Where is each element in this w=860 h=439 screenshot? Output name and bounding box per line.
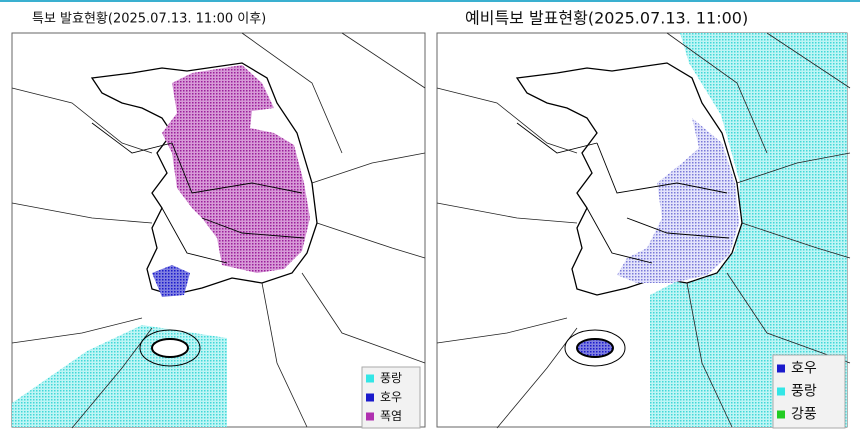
jeju-island — [576, 338, 614, 358]
sea-zone-line — [436, 87, 578, 154]
province-border — [516, 122, 598, 154]
sea-zone-line — [666, 32, 768, 154]
province-border — [596, 142, 728, 194]
panel-title: 특보 발효현황(2025.07.13. 11:00 이후) — [32, 12, 266, 27]
sea-zone-line — [766, 32, 851, 89]
legend-swatch — [777, 410, 785, 419]
sea-zone-line — [11, 202, 153, 224]
province-border — [586, 207, 653, 264]
sea-warning-area — [650, 33, 847, 427]
sea-zone-line — [436, 202, 578, 224]
sea-zone-line — [741, 222, 851, 259]
legend-swatch — [366, 393, 374, 402]
sea-zone-line — [341, 32, 426, 89]
province-border — [91, 122, 173, 154]
province-border — [171, 142, 303, 194]
legend-label: 풍랑 — [380, 371, 402, 385]
jeju-zone — [139, 329, 201, 367]
province-border — [161, 207, 228, 264]
legend-label: 폭염 — [380, 409, 402, 423]
legend-swatch — [777, 364, 785, 373]
legend-label: 풍랑 — [791, 384, 817, 400]
jeju-island — [151, 338, 189, 358]
heat-wave-area — [162, 65, 310, 273]
sea-zone-line — [736, 152, 851, 184]
legend-swatch — [366, 412, 374, 421]
legend-label: 강풍 — [791, 407, 817, 423]
heavy-rain-area — [152, 265, 190, 297]
legend-swatch — [366, 374, 374, 383]
province-border — [626, 217, 730, 239]
sea-zone-line — [261, 282, 308, 428]
sea-zone-line — [241, 32, 343, 154]
heavy-rain-outlook-area — [617, 118, 739, 283]
sea-zone-line — [686, 282, 733, 428]
legend-label: 호우 — [791, 361, 817, 377]
sea-zone-line — [11, 87, 153, 154]
sea-zone-line — [311, 152, 426, 184]
sea-zone-line — [436, 317, 568, 344]
legend-swatch — [777, 387, 785, 396]
legend-label: 호우 — [380, 390, 402, 404]
province-border — [201, 217, 305, 239]
jeju-zone — [564, 329, 626, 367]
sea-zone-line — [11, 317, 143, 344]
panel-title: 예비특보 발표현황(2025.07.13. 11:00) — [465, 9, 748, 28]
sea-zone-line — [726, 272, 851, 364]
sea-zone-line — [301, 272, 426, 364]
sea-zone-line — [316, 222, 426, 259]
